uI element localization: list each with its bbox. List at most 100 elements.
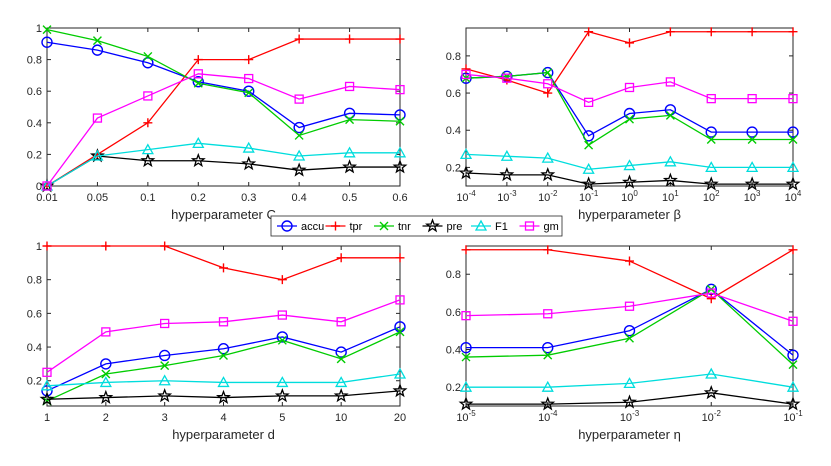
series-gm: [461, 288, 798, 326]
data-point-tpr: [706, 27, 716, 37]
data-point-pre: [622, 174, 637, 189]
data-point-gm: [502, 73, 512, 83]
y-tick-label: 0.6: [27, 308, 42, 320]
x-tick-label: 3: [162, 412, 168, 424]
data-point-tnr: [543, 350, 553, 360]
data-point-f1: [91, 149, 104, 161]
x-tick-label: 101: [662, 189, 679, 204]
data-point-pre: [703, 384, 719, 400]
data-point-f1: [500, 149, 513, 161]
data-point-accu: [705, 126, 717, 138]
series-accu: [460, 283, 799, 361]
x-tick-label: 0.01: [36, 192, 57, 204]
data-point-f1: [786, 380, 800, 392]
series-line-f1: [46, 142, 400, 187]
data-point-accu: [542, 341, 554, 354]
data-point-gm: [193, 69, 203, 79]
data-point-pre: [333, 388, 349, 403]
data-point-pre: [342, 159, 358, 174]
series-pre: [458, 384, 801, 411]
data-point-f1: [335, 376, 348, 388]
data-point-accu: [158, 349, 171, 362]
data-point-tnr: [747, 135, 757, 145]
data-point-pre: [39, 391, 55, 406]
data-point-pre: [274, 388, 290, 403]
x-tick-label: 10-2: [538, 189, 558, 204]
series-pre: [39, 382, 408, 406]
data-point-tnr: [665, 110, 675, 120]
y-tick-label: 1: [36, 23, 42, 35]
series-tpr: [42, 241, 405, 285]
legend-item-accu: accu: [277, 220, 324, 233]
legend-item-gm: gm: [519, 221, 559, 233]
x-tick-label: 103: [744, 189, 761, 204]
y-tick-label: 0.4: [446, 125, 461, 137]
data-point-accu: [142, 57, 154, 69]
data-point-tnr: [345, 115, 355, 125]
x-tick-label: 4: [220, 412, 226, 424]
data-point-tpr: [193, 55, 203, 65]
series-line-gm: [465, 292, 794, 322]
data-point-gm: [706, 288, 716, 298]
x-axis-label: hyperparameter d: [172, 427, 275, 442]
data-point-tpr: [395, 34, 405, 44]
data-point-tnr: [706, 135, 716, 145]
data-point-f1: [705, 161, 718, 173]
data-point-accu: [192, 76, 204, 88]
series-line-accu: [466, 288, 794, 356]
data-point-tpr: [584, 27, 594, 37]
series-line-gm: [46, 73, 401, 187]
x-tick-label: 10-3: [620, 409, 640, 424]
x-tick-label: 5: [279, 412, 285, 424]
series-line-accu: [46, 326, 401, 392]
data-point-tnr: [92, 36, 102, 46]
legend: accu tpr tnr pre F1 gm: [270, 215, 563, 237]
chart-panel-1: 0.01 0.05 0.1 0.2 0.3 0.4 0.5 0.6 0 0.2 0.4 0.6 0.8 1…: [27, 23, 408, 222]
y-tick-label: 0.4: [27, 118, 42, 130]
legend-label: tpr: [350, 221, 363, 233]
series-f1: [459, 367, 800, 392]
data-point-tnr: [160, 361, 170, 371]
y-tick-label: 0.8: [446, 51, 461, 63]
y-tick-label: 0.2: [27, 149, 42, 161]
data-point-f1: [242, 141, 255, 153]
data-point-f1: [541, 151, 554, 163]
data-point-accu: [787, 349, 799, 361]
series-line-gm: [465, 73, 793, 104]
data-point-tpr: [219, 263, 228, 273]
data-point-accu: [276, 331, 289, 343]
x-tick-label: 0.4: [291, 192, 306, 204]
series-gm: [42, 69, 405, 191]
y-tick-label: 1: [36, 241, 42, 253]
axes-box: [46, 27, 401, 187]
data-point-pre: [98, 389, 114, 404]
data-point-f1: [786, 161, 800, 173]
data-point-accu: [293, 121, 305, 134]
data-point-tpr: [665, 27, 675, 37]
data-point-tpr: [461, 64, 471, 74]
data-point-f1: [459, 148, 473, 160]
series-line-f1: [465, 153, 793, 170]
data-point-gm: [624, 301, 635, 311]
data-point-f1: [141, 143, 154, 155]
data-point-accu: [746, 126, 758, 138]
data-point-accu: [394, 109, 406, 121]
data-point-accu: [217, 343, 230, 355]
data-point-tnr: [193, 78, 203, 88]
data-point-gm: [583, 97, 594, 108]
data-point-gm: [42, 367, 52, 377]
y-tick-label: 0.8: [446, 269, 461, 281]
data-point-tpr: [543, 88, 553, 98]
data-point-gm: [294, 94, 304, 104]
data-point-f1: [664, 155, 677, 167]
y-tick-label: 0.4: [27, 342, 42, 354]
x-tick-label: 0.1: [140, 192, 155, 204]
data-point-tpr: [42, 241, 52, 251]
data-point-pre: [458, 396, 474, 411]
data-point-gm: [461, 69, 471, 80]
data-point-accu: [91, 44, 104, 56]
data-point-tnr: [244, 88, 254, 98]
x-axis-label: hyperparameter C: [171, 207, 276, 222]
data-point-pre: [392, 382, 408, 398]
chart-panel-4: 10-5 10-4 10-3 10-2 10-1 0.2 0.4 0.6 0.8 hyperpar…: [446, 245, 803, 442]
